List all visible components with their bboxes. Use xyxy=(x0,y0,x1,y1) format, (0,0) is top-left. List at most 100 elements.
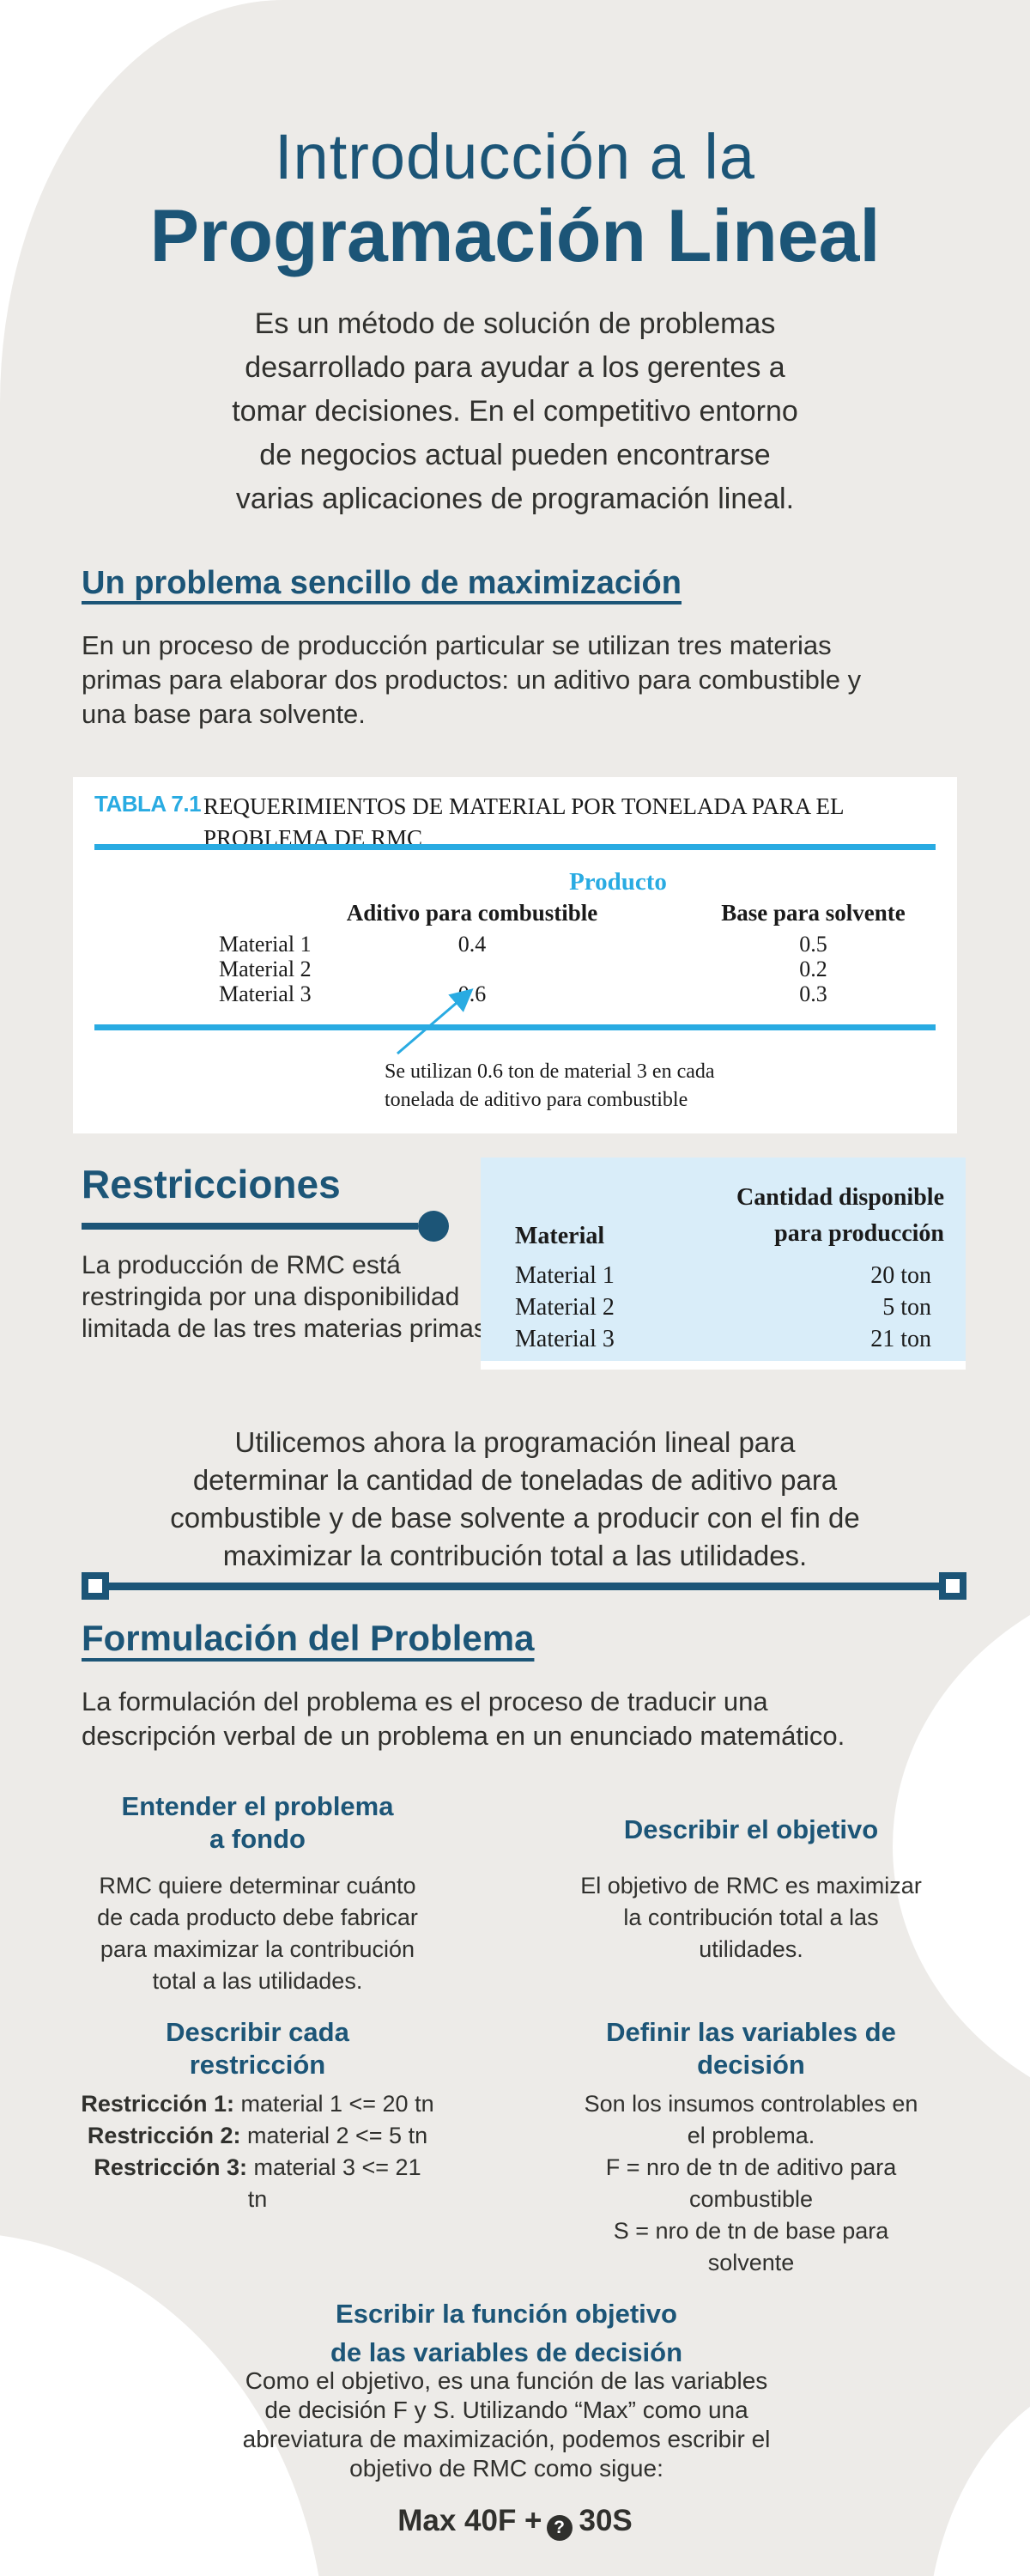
tabla-annotation: Se utilizan 0.6 ton de material 3 en cad… xyxy=(385,1058,715,1115)
step-line: combustible xyxy=(688,2186,814,2212)
material-name: Material 3 xyxy=(515,1326,615,1352)
table-row: Material 3 21 ton xyxy=(481,1326,966,1358)
step-line: la contribución total a las xyxy=(623,1905,879,1930)
tabla-rule-top xyxy=(94,844,936,850)
intro-line: tomar decisiones. En el competitivo ento… xyxy=(232,395,798,428)
step-body-variables: Son los insumos controlables en el probl… xyxy=(554,2088,948,2279)
step-heading-entender: Entender el problema a fondo xyxy=(60,1790,455,1856)
disponibilidad-table: Material Cantidad disponible para produc… xyxy=(481,1157,966,1370)
restriction-line: Restricción 3: material 3 <= 21 xyxy=(60,2152,455,2184)
tabla-group-header: Producto xyxy=(569,868,667,896)
table-row: Material 1 20 ton xyxy=(481,1262,966,1294)
annotation-line: tonelada de aditivo para combustible xyxy=(385,1089,688,1111)
formulacion-line: La formulación del problema es el proces… xyxy=(82,1686,768,1716)
step-line: RMC quiere determinar cuánto xyxy=(99,1873,416,1899)
tabla-row-solvent: 0.2 xyxy=(799,957,827,981)
tabla-row-name: Material 1 xyxy=(219,932,312,957)
step-body-funcion-objetivo: Como el objetivo, es una función de las … xyxy=(189,2366,824,2483)
problema-line: En un proceso de producción particular s… xyxy=(82,630,832,660)
material-qty: 5 ton xyxy=(882,1294,931,1321)
step-line: solvente xyxy=(707,2250,795,2275)
restricciones-paragraph: La producción de RMC está restringida po… xyxy=(82,1249,562,1345)
step-body-entender: RMC quiere determinar cuánto de cada pro… xyxy=(60,1870,455,1997)
step-line: abreviatura de maximización, podemos esc… xyxy=(242,2426,771,2452)
intro-paragraph: Es un método de solución de problemas de… xyxy=(172,302,858,521)
restricciones-rule xyxy=(82,1223,418,1230)
problema-line: primas para elaborar dos productos: un a… xyxy=(82,665,862,695)
table-row: Material 2 5 ton xyxy=(481,1294,966,1326)
step-heading-objetivo: Describir el objetivo xyxy=(623,1814,879,1844)
intro-line: varias aplicaciones de programación line… xyxy=(235,483,795,515)
question-mark-circle-icon: ? xyxy=(546,2515,573,2541)
tabla-rule-bottom xyxy=(94,1024,936,1030)
table-row: Material 3 0.6 0.3 xyxy=(94,981,936,1006)
table-row: Material 1 0.4 0.5 xyxy=(94,932,936,957)
step-heading-funcion-objetivo: Escribir la función objetivo de las vari… xyxy=(249,2294,764,2372)
step-line: Son los insumos controlables en xyxy=(584,2091,918,2117)
restriction-text: material 1 <= 20 tn xyxy=(233,2091,434,2117)
tabla-grid: Aditivo para combustible Base para solve… xyxy=(94,900,936,1006)
problema-paragraph: En un proceso de producción particular s… xyxy=(82,629,957,732)
annotation-line: Se utilizan 0.6 ton de material 3 en cad… xyxy=(385,1060,715,1083)
tabla-row-name: Material 3 xyxy=(219,981,312,1006)
step-line: objetivo de RMC como sigue: xyxy=(349,2455,663,2482)
heading-line: restricción xyxy=(189,2050,326,2080)
material-qty: 20 ton xyxy=(870,1262,931,1289)
step-body-objetivo: El objetivo de RMC es maximizar la contr… xyxy=(554,1870,948,1965)
tabla-row-solvent: 0.3 xyxy=(799,981,827,1006)
qty-header-line: para producción xyxy=(774,1220,944,1247)
tabla-col-fuel: Aditivo para combustible xyxy=(346,900,598,926)
step-line: total a las utilidades. xyxy=(152,1968,363,1994)
tabla-title: REQUERIMIENTOS DE MATERIAL POR TONELADA … xyxy=(203,793,844,851)
step-line: de cada producto debe fabricar xyxy=(97,1905,418,1930)
restriction-text: tn xyxy=(247,2186,268,2212)
heading-line: Describir cada xyxy=(166,2017,349,2047)
heading-line: decisión xyxy=(697,2050,805,2080)
divider-bar xyxy=(109,1582,939,1590)
formulacion-paragraph: La formulación del problema es el proces… xyxy=(82,1685,940,1753)
restriction-line: tn xyxy=(60,2184,455,2215)
restriction-line: Restricción 1: material 1 <= 20 tn xyxy=(60,2088,455,2120)
step-line: utilidades. xyxy=(699,1936,803,1962)
material-qty: 21 ton xyxy=(870,1326,931,1352)
restriction-text: material 3 <= 21 xyxy=(246,2154,421,2180)
restricciones-line: restringida por una disponibilidad xyxy=(82,1283,460,1311)
transition-paragraph: Utilicemos ahora la programación lineal … xyxy=(94,1424,936,1575)
table-row: Material 2 0.2 xyxy=(94,957,936,981)
heading-line: de las variables de decisión xyxy=(330,2337,683,2367)
step-line: S = nro de tn de base para xyxy=(613,2218,889,2244)
disponibilidad-col-material: Material xyxy=(515,1223,605,1249)
step-line: de decisión F y S. Utilizando “Max” como… xyxy=(264,2397,748,2423)
transition-line: determinar la cantidad de toneladas de a… xyxy=(192,1464,838,1496)
restricciones-rule-dot xyxy=(418,1211,449,1242)
transition-line: combustible y de base solvente a produci… xyxy=(170,1502,860,1534)
page-title-line1: Introducción a la xyxy=(274,121,755,192)
restriction-line: Restricción 2: material 2 <= 5 tn xyxy=(60,2120,455,2152)
section-divider xyxy=(82,1572,966,1600)
transition-line: Utilicemos ahora la programación lineal … xyxy=(234,1426,796,1458)
problema-line: una base para solvente. xyxy=(82,699,366,729)
tabla-row-fuel: 0.4 xyxy=(457,932,487,957)
page-title-line2: Programación Lineal xyxy=(149,195,881,277)
material-name: Material 1 xyxy=(515,1262,615,1289)
tabla-label: TABLA 7.1 xyxy=(94,791,202,817)
tabla-row-fuel xyxy=(335,957,644,982)
restricciones-line: La producción de RMC está xyxy=(82,1251,401,1279)
step-line: el problema. xyxy=(687,2123,815,2148)
disponibilidad-col-qty: Cantidad disponible para producción xyxy=(736,1180,944,1252)
tabla-7-1-card: TABLA 7.1 REQUERIMIENTOS DE MATERIAL POR… xyxy=(73,777,957,1133)
step-heading-restriccion: Describir cada restricción xyxy=(60,2016,455,2081)
step-body-restriccion: Restricción 1: material 1 <= 20 tn Restr… xyxy=(60,2088,455,2215)
formula-suffix: 30S xyxy=(579,2504,633,2537)
heading-line: a fondo xyxy=(209,1824,306,1854)
tabla-col-solvent: Base para solvente xyxy=(721,900,906,926)
heading-line: Entender el problema xyxy=(121,1791,394,1821)
tabla-row-fuel: 0.6 xyxy=(457,981,487,1006)
restriction-label: Restricción 3: xyxy=(94,2154,247,2180)
step-line: F = nro de tn de aditivo para xyxy=(605,2154,897,2180)
objective-formula: Max 40F +? 30S xyxy=(129,2504,901,2541)
heading-line: Definir las variables de xyxy=(606,2017,896,2047)
step-line: Como el objetivo, es una función de las … xyxy=(245,2367,768,2394)
intro-line: de negocios actual pueden encontrarse xyxy=(259,439,771,471)
